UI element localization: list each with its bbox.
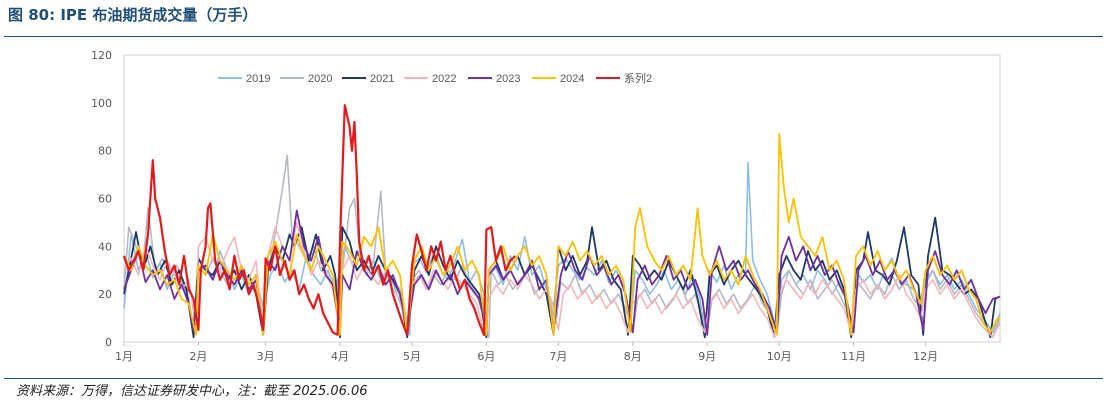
legend-label: 系列2 (624, 71, 652, 85)
legend-label: 2020 (308, 73, 332, 85)
source-note: 资料来源：万得，信达证券研发中心，注：截至 2025.06.06 (16, 384, 368, 399)
x-tick-label: 10月 (767, 350, 792, 363)
x-tick-label: 5月 (403, 350, 421, 363)
y-tick-label: 100 (91, 97, 112, 110)
legend-label: 2022 (432, 73, 456, 85)
y-tick-label: 80 (98, 145, 112, 158)
y-tick-label: 20 (98, 288, 112, 301)
series-line-系列2 (122, 104, 516, 336)
y-tick-label: 120 (91, 49, 112, 62)
x-tick-label: 4月 (331, 350, 349, 363)
series-line-2024 (123, 133, 1001, 336)
x-tick-label: 6月 (477, 350, 495, 363)
y-tick-label: 40 (98, 240, 112, 253)
y-axis: 0 20 40 60 80 100 120 (91, 49, 112, 349)
legend-label: 2023 (496, 73, 520, 85)
x-axis: 1月 2月 3月 4月 5月 6月 7月 8月 9月 10月 11月 12月 (115, 342, 938, 363)
y-tick-label: 60 (98, 193, 112, 206)
bottom-rule (4, 378, 1103, 379)
x-tick-label: 8月 (624, 350, 642, 363)
x-tick-label: 3月 (257, 350, 275, 363)
legend-label: 2019 (246, 73, 270, 85)
y-tick-label: 0 (105, 336, 112, 349)
x-tick-label: 7月 (549, 350, 567, 363)
x-tick-label: 12月 (913, 350, 938, 363)
x-tick-label: 9月 (698, 350, 716, 363)
top-rule (4, 36, 1103, 37)
x-tick-label: 11月 (841, 350, 866, 363)
series-lines (122, 104, 1001, 339)
x-tick-label: 1月 (115, 350, 133, 363)
legend-label: 2024 (560, 73, 584, 85)
legend: 2019 2020 2021 2022 2023 2024 系列2 (218, 71, 652, 85)
legend-label: 2021 (370, 73, 394, 85)
series-line-2021 (123, 216, 1001, 339)
x-tick-label: 2月 (189, 350, 207, 363)
chart-title: 图 80: IPE 布油期货成交量（万手） (8, 6, 258, 24)
